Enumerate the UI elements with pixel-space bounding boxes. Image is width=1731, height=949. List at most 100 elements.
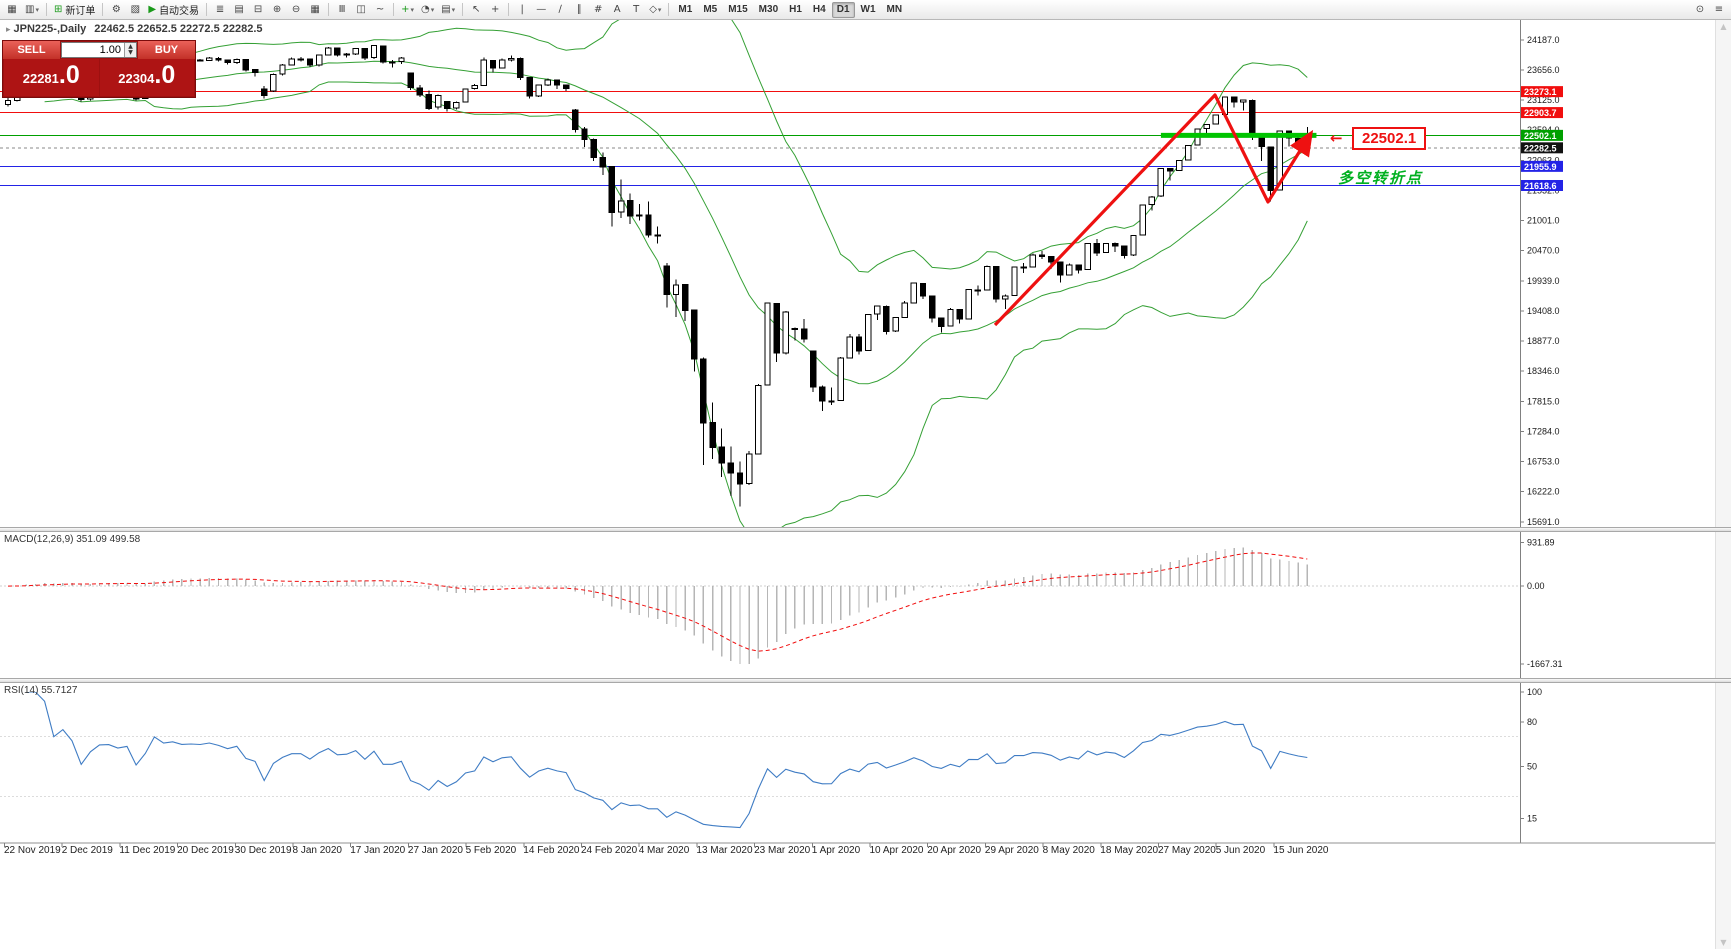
candlestick-chart-icon[interactable]: ◫ xyxy=(356,4,366,15)
strategy-tester-icon[interactable]: ▧ xyxy=(130,4,141,15)
timeframe-m5[interactable]: M5 xyxy=(703,4,718,15)
toolbar: ▦ ▥ ▾ ⊞ 新订单 ⚙ ▧ ▶ 自动交易 ≣ ▤ ⊟ ⊕ ⊖ ▦ Ⅲ ◫ ~ + ▾ ◔ ▾ ▤ ▾ ↖ + | — ∕ ∥ # A T ◇ ▾… xyxy=(0,0,1731,20)
timeframe-w1[interactable]: W1 xyxy=(860,4,876,15)
turning-point-annotation[interactable]: 多空转折点 xyxy=(1338,170,1424,187)
zoom-out-icon[interactable]: ⊖ xyxy=(291,4,301,15)
date-label: 10 Apr 2020 xyxy=(869,845,924,856)
trendline-icon[interactable]: ∕ xyxy=(558,4,562,15)
price-tag xyxy=(1521,107,1563,119)
menu-icon[interactable]: ≡ xyxy=(1714,4,1724,15)
svg-text:21618.6: 21618.6 xyxy=(1524,181,1557,191)
scroll-up-icon[interactable]: ▲ xyxy=(1720,22,1727,31)
price-tick-label: 20470.0 xyxy=(1527,246,1560,256)
svg-text:21955.9: 21955.9 xyxy=(1524,162,1557,172)
new-chart-icon[interactable]: ▦ xyxy=(7,4,17,15)
date-label: 29 Apr 2020 xyxy=(984,845,1039,856)
price-tick-label: 18877.0 xyxy=(1527,336,1560,346)
price-tag xyxy=(1521,129,1563,141)
search-icon[interactable]: ⊙ xyxy=(1695,4,1705,15)
buy-price-display[interactable]: 22304.0 xyxy=(99,59,194,96)
price-tick-label: 50 xyxy=(1527,762,1537,772)
bollinger-middle xyxy=(44,60,1308,385)
data-window-icon[interactable]: ▤ xyxy=(234,4,244,15)
crosshair-icon[interactable]: + xyxy=(490,4,500,15)
market-watch-icon[interactable]: ≣ xyxy=(215,4,225,15)
timeframe-h1[interactable]: H1 xyxy=(789,4,802,15)
rsi-plot xyxy=(0,692,1520,829)
profiles-icon[interactable]: ▥ ▾ xyxy=(25,4,39,15)
volume-spinner[interactable]: ▲ ▼ xyxy=(124,43,136,57)
timeframe-m15[interactable]: M15 xyxy=(728,4,748,15)
vertical-line-icon[interactable]: | xyxy=(520,4,524,15)
support-zone-line[interactable] xyxy=(1160,132,1317,138)
time-axis: 22 Nov 2019 2 Dec 2019 11 Dec 2019 20 Dec 2… xyxy=(0,845,1731,859)
sell-price-display[interactable]: 22281.0 xyxy=(4,59,99,96)
volume-input[interactable]: 1.00 ▲ ▼ xyxy=(61,42,137,58)
buy-button[interactable]: BUY xyxy=(138,41,195,59)
price-tick-label: 17284.0 xyxy=(1527,426,1560,436)
date-label: 13 Mar 2020 xyxy=(696,845,753,856)
trade-panel-top-row: SELL 1.00 ▲ ▼ BUY xyxy=(3,41,195,59)
macd-plot xyxy=(0,547,1520,665)
date-label: 4 Mar 2020 xyxy=(638,845,690,856)
date-label: 22 Nov 2019 xyxy=(4,845,61,856)
date-label: 24 Feb 2020 xyxy=(581,845,638,856)
sell-button[interactable]: SELL xyxy=(3,41,60,59)
volume-value[interactable]: 1.00 xyxy=(99,44,121,56)
spin-up-icon[interactable]: ▲ xyxy=(128,43,133,50)
timeframe-mn[interactable]: MN xyxy=(886,4,903,15)
fibonacci-icon[interactable]: # xyxy=(593,4,603,15)
main-chart-plot[interactable] xyxy=(0,4,1520,538)
zoom-in-icon[interactable]: ⊕ xyxy=(272,4,282,15)
horizontal-line-icon[interactable]: — xyxy=(536,4,547,15)
price-tick-label: 15691.0 xyxy=(1527,517,1560,527)
vertical-scrollbar[interactable]: ▲ ▼ xyxy=(1715,20,1731,949)
macd-panel-separator[interactable] xyxy=(0,527,1731,532)
bollinger-upper xyxy=(44,20,1308,273)
price-tag xyxy=(1521,86,1563,98)
timeframe-h4[interactable]: H4 xyxy=(812,4,826,15)
text-icon[interactable]: A xyxy=(613,4,621,15)
scroll-down-icon[interactable]: ▼ xyxy=(1720,938,1727,947)
bar-chart-icon[interactable]: Ⅲ xyxy=(338,4,346,15)
date-label: 11 Dec 2019 xyxy=(119,845,176,856)
price-tick-label: 21001.0 xyxy=(1527,216,1560,226)
shapes-icon[interactable]: ◇ ▾ xyxy=(649,4,662,15)
rsi-panel-separator[interactable] xyxy=(0,678,1731,683)
spin-down-icon[interactable]: ▼ xyxy=(128,49,133,56)
add-indicator-icon[interactable]: + ▾ xyxy=(401,4,414,15)
tile-windows-icon[interactable]: ▦ xyxy=(310,4,320,15)
new-order-button[interactable]: ⊞ 新订单 xyxy=(53,4,96,17)
price-tick-label: 18346.0 xyxy=(1527,366,1560,376)
metaeditor-icon[interactable]: ⚙ xyxy=(111,4,121,15)
price-callout-label[interactable]: 22502.1 xyxy=(1352,127,1427,150)
date-label: 5 Jun 2020 xyxy=(1215,845,1266,856)
timeframe-d1[interactable]: D1 xyxy=(831,1,855,18)
macd-signal-line xyxy=(7,552,1308,652)
buy-price-main: 22304 xyxy=(118,71,155,86)
cursor-icon[interactable]: ↖ xyxy=(471,4,481,15)
date-label: 2 Dec 2019 xyxy=(61,845,113,856)
toolbar-separator xyxy=(508,3,510,16)
rsi-line xyxy=(26,692,1308,829)
date-label: 14 Feb 2020 xyxy=(523,845,580,856)
price-tag xyxy=(1521,160,1563,172)
trend-arrow[interactable] xyxy=(993,93,1314,327)
navigator-icon[interactable]: ⊟ xyxy=(253,4,263,15)
timeframe-m1[interactable]: M1 xyxy=(678,4,693,15)
auto-trading-button[interactable]: ▶ 自动交易 xyxy=(148,4,200,17)
price-tick-label: 80 xyxy=(1527,717,1537,727)
trade-panel-price-row: 22281.0 22304.0 xyxy=(3,59,195,97)
channel-icon[interactable]: ∥ xyxy=(576,4,582,15)
timeframe-m30[interactable]: M30 xyxy=(758,4,779,15)
price-tick-label: 16753.0 xyxy=(1527,457,1560,467)
chart-title: ▸ JPN225-,Daily 22462.5 22652.5 22272.5 22… xyxy=(6,23,263,35)
label-icon[interactable]: T xyxy=(633,4,640,15)
line-chart-icon[interactable]: ~ xyxy=(375,4,385,15)
date-label: 20 Apr 2020 xyxy=(927,845,982,856)
date-label: 8 Jan 2020 xyxy=(292,845,343,856)
period-icon[interactable]: ◔ ▾ xyxy=(420,4,435,15)
template-icon[interactable]: ▤ ▾ xyxy=(441,4,456,15)
